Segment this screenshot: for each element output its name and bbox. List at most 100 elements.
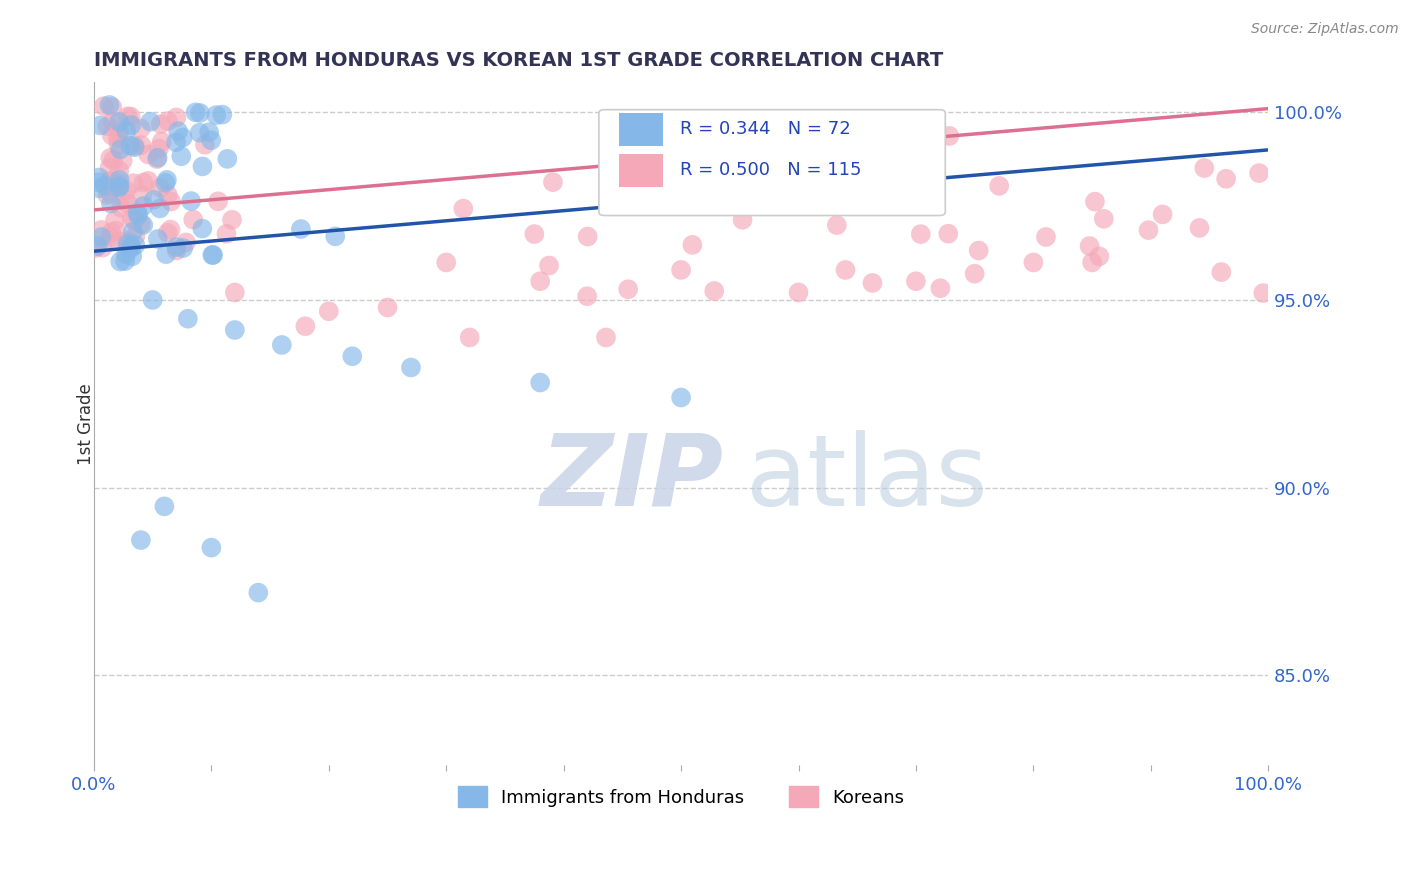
Point [156, 173, 179, 187]
Point [323, 229, 346, 244]
Point [129, 218, 152, 232]
Point [96, 120, 118, 134]
Point [576, 289, 599, 303]
Point [122, 225, 145, 239]
Point [904, 274, 927, 288]
Text: R = 0.344   N = 72: R = 0.344 N = 72 [681, 120, 851, 138]
Point [107, 137, 129, 152]
Point [132, 218, 155, 232]
Point [188, 106, 211, 120]
Point [104, 213, 127, 227]
Point [576, 229, 599, 244]
Point [108, 125, 131, 139]
Point [146, 151, 169, 165]
Point [103, 178, 125, 193]
Point [200, 133, 222, 147]
Point [453, 202, 475, 216]
Legend: Immigrants from Honduras, Koreans: Immigrants from Honduras, Koreans [450, 779, 911, 814]
Point [1188, 221, 1211, 235]
Point [115, 247, 138, 261]
Point [184, 105, 207, 120]
Point [101, 114, 124, 128]
FancyBboxPatch shape [619, 113, 664, 146]
Point [98, 230, 121, 244]
Point [149, 181, 172, 195]
Point [1152, 207, 1174, 221]
Point [120, 110, 142, 124]
Point [783, 180, 806, 194]
Point [1092, 211, 1115, 226]
Point [129, 533, 152, 547]
Point [194, 137, 217, 152]
Point [201, 248, 224, 262]
Point [247, 585, 270, 599]
Point [217, 152, 239, 166]
Point [290, 222, 312, 236]
Point [669, 391, 692, 405]
Point [787, 285, 810, 300]
Point [146, 232, 169, 246]
Point [458, 330, 481, 344]
Point [160, 194, 183, 209]
Point [1251, 286, 1274, 301]
Point [224, 323, 246, 337]
Point [131, 188, 153, 202]
Point [172, 130, 194, 145]
Point [318, 304, 340, 318]
Point [114, 254, 136, 268]
Point [165, 111, 187, 125]
Point [834, 263, 856, 277]
Point [167, 124, 190, 138]
Point [156, 187, 179, 202]
Point [129, 138, 152, 153]
Point [377, 301, 399, 315]
Point [93, 99, 115, 113]
Point [174, 235, 197, 250]
Point [910, 227, 932, 241]
Point [929, 281, 952, 295]
Point [529, 274, 551, 288]
Point [96, 188, 118, 202]
Text: R = 0.500   N = 115: R = 0.500 N = 115 [681, 161, 862, 179]
Point [211, 107, 233, 121]
Point [862, 276, 884, 290]
Point [107, 131, 129, 145]
Point [172, 241, 194, 255]
Point [967, 244, 990, 258]
Point [117, 236, 139, 251]
Point [115, 240, 138, 254]
Point [108, 178, 131, 193]
Point [101, 128, 124, 143]
Point [541, 175, 564, 189]
Point [98, 186, 121, 201]
Text: atlas: atlas [745, 430, 987, 527]
Point [124, 213, 146, 227]
Point [110, 201, 132, 215]
Point [111, 153, 134, 168]
Point [1215, 171, 1237, 186]
Point [224, 285, 246, 300]
Point [104, 223, 127, 237]
Point [90, 119, 112, 133]
Point [191, 221, 214, 235]
Point [165, 240, 187, 254]
Point [127, 208, 149, 222]
Point [87, 170, 110, 185]
Point [87, 175, 110, 189]
Point [115, 124, 138, 138]
Point [117, 109, 139, 123]
Point [180, 194, 202, 208]
Point [207, 194, 229, 209]
Point [84, 241, 107, 255]
Point [120, 118, 142, 132]
Point [114, 192, 136, 206]
Point [132, 176, 155, 190]
Point [101, 100, 124, 114]
FancyBboxPatch shape [619, 154, 664, 186]
Point [988, 178, 1011, 193]
Text: Source: ZipAtlas.com: Source: ZipAtlas.com [1251, 22, 1399, 37]
Point [108, 163, 131, 178]
Point [699, 186, 721, 201]
Point [94, 178, 117, 193]
Point [198, 125, 221, 139]
